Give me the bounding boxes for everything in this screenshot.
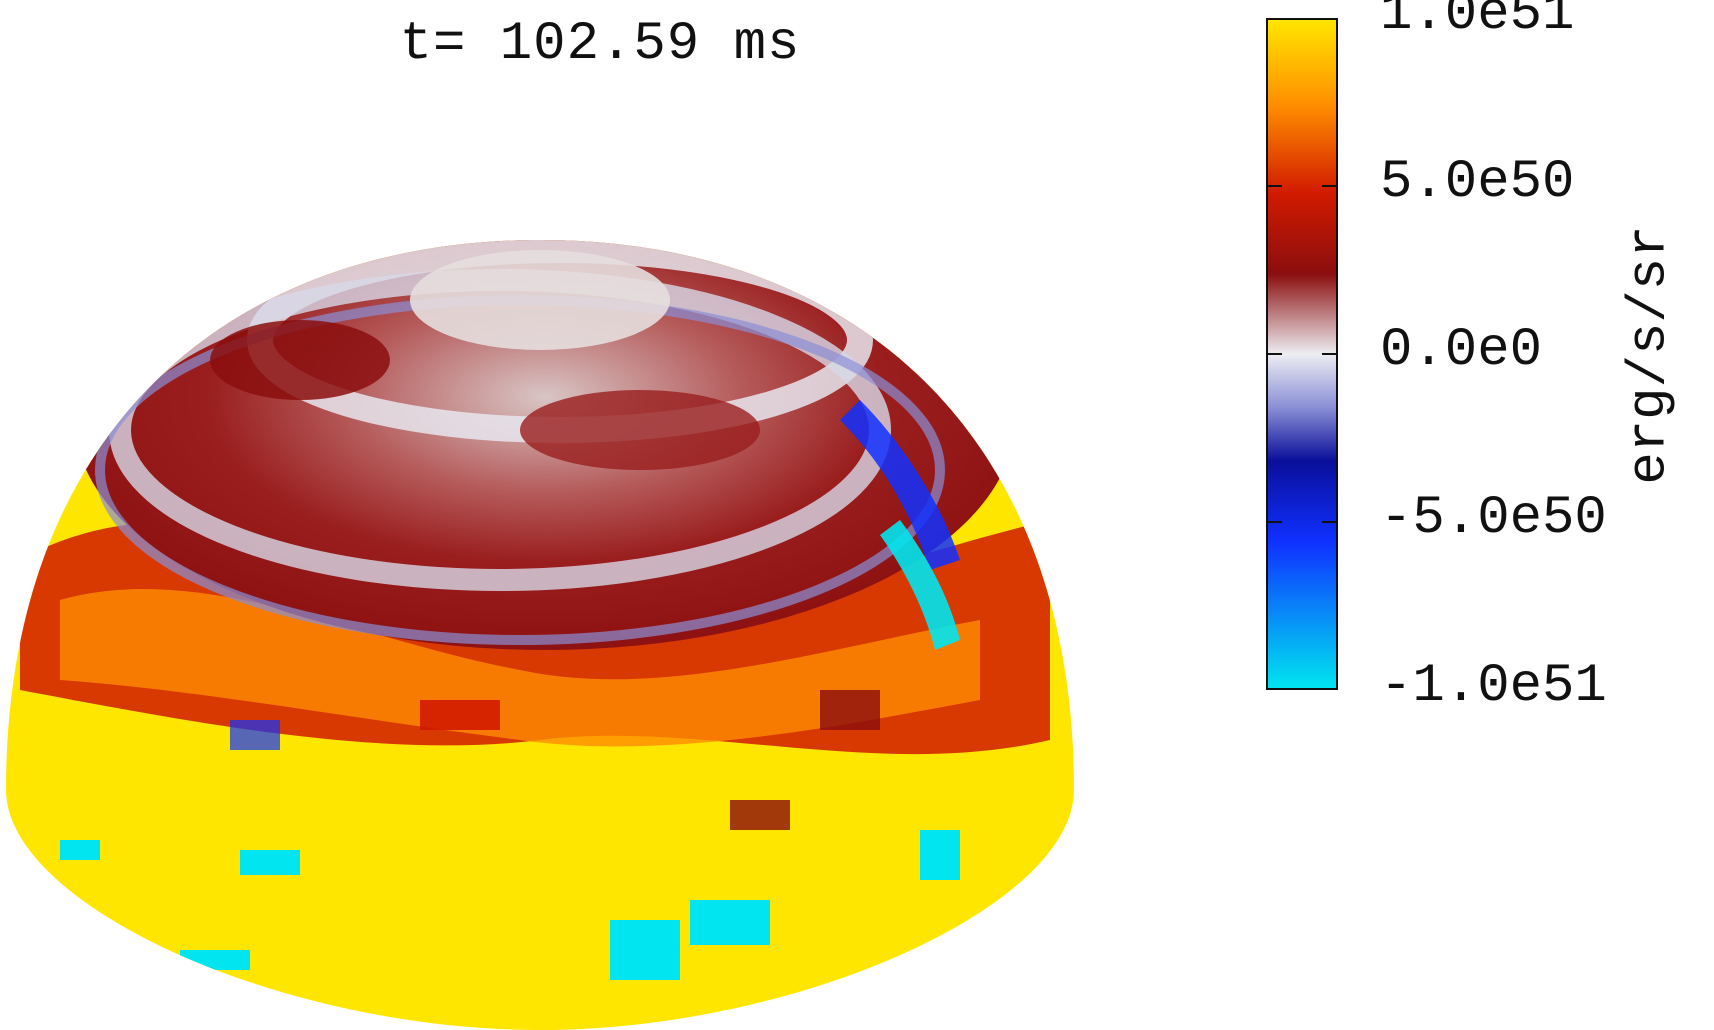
colorbar-tick-mark-right	[1322, 185, 1338, 187]
colorbar-tick-mark-left	[1266, 521, 1282, 523]
time-label: t= 102.59 ms	[399, 14, 801, 75]
colorbar-tick-mark-right	[1322, 353, 1338, 355]
colorbar-tick-label: -1.0e51	[1380, 656, 1607, 717]
colorbar-tick-mark-right	[1322, 521, 1338, 523]
colorbar-tick-label: 5.0e50	[1380, 152, 1575, 213]
colorbar-tick-mark-left	[1266, 185, 1282, 187]
colorbar-tick-label: 0.0e0	[1380, 320, 1543, 381]
colorbar-tick-mark-left	[1266, 353, 1282, 355]
hemisphere-plot	[6, 240, 1074, 1030]
colorbar-tick-label: -5.0e50	[1380, 488, 1607, 549]
colorbar-unit-label: erg/s/sr	[1619, 225, 1681, 485]
colorbar-tick-label: 1.0e51	[1380, 0, 1575, 45]
hemisphere-surface	[6, 240, 1074, 1030]
